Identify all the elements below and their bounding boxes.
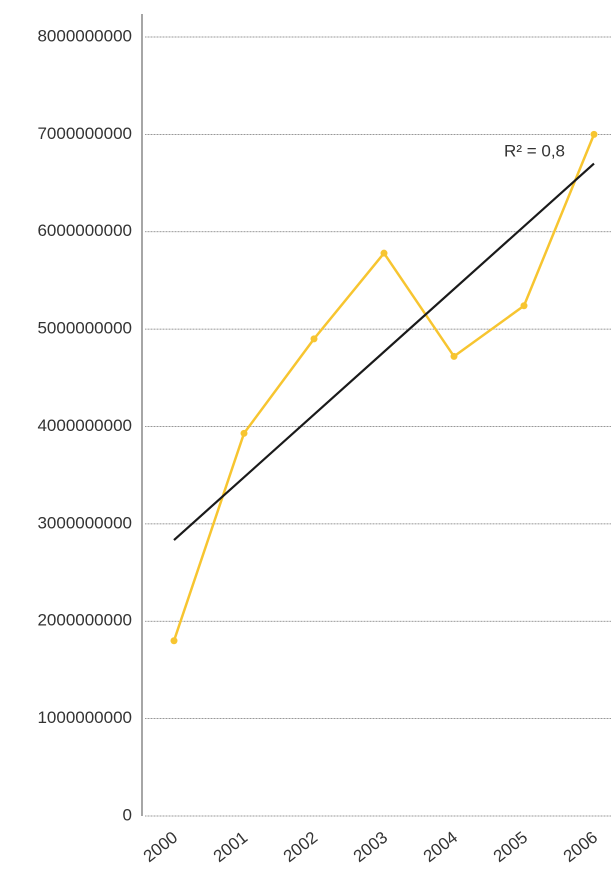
y-tick-label: 0: [123, 805, 132, 824]
data-point: [380, 249, 388, 257]
x-tick-label: 2001: [210, 828, 252, 866]
data-point: [310, 335, 318, 343]
x-tick-label: 2003: [350, 828, 392, 866]
data-point: [450, 352, 458, 360]
data-line: [172, 133, 596, 642]
x-tick-label: 2002: [280, 828, 322, 866]
x-tick-label: 2000: [140, 828, 182, 866]
y-tick-label: 4000000000: [37, 416, 132, 435]
x-tick-label: 2004: [420, 828, 462, 866]
y-tick-label: 8000000000: [37, 26, 132, 45]
trendline: [173, 162, 595, 541]
x-tick-label: 2006: [560, 828, 602, 866]
y-tick-label: 1000000000: [37, 708, 132, 727]
y-tick-label: 6000000000: [37, 221, 132, 240]
data-point: [170, 637, 178, 645]
data-point: [520, 302, 528, 310]
y-tick-label: 2000000000: [37, 611, 132, 630]
data-point: [590, 130, 598, 138]
data-point: [240, 429, 248, 437]
x-tick-label: 2005: [490, 828, 532, 866]
y-tick-label: 7000000000: [37, 124, 132, 143]
y-tick-label: 3000000000: [37, 513, 132, 532]
trendline-label: R² = 0,8: [504, 141, 565, 160]
y-tick-label: 5000000000: [37, 319, 132, 338]
